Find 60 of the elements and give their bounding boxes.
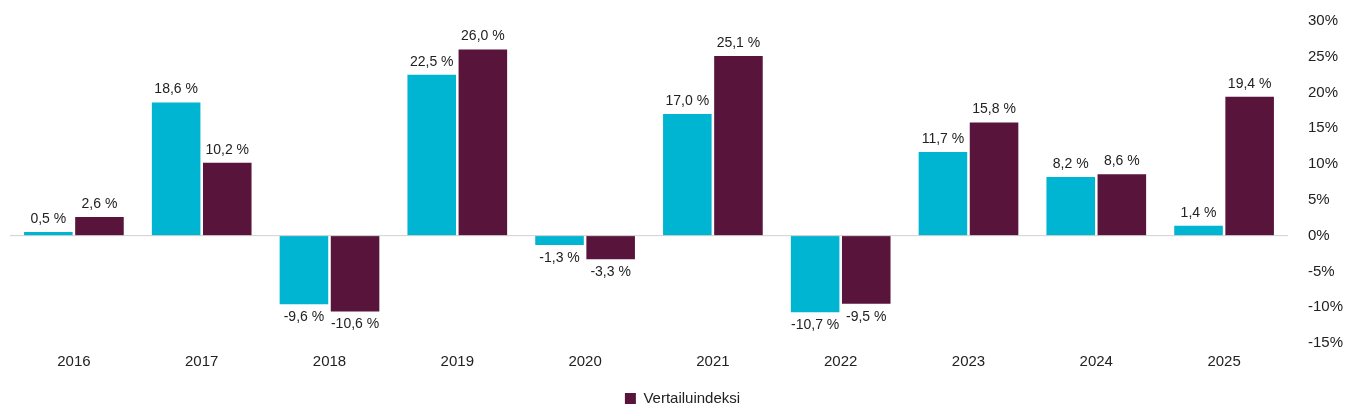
bar xyxy=(663,114,712,236)
data-label: 17,0 % xyxy=(665,91,710,108)
bar xyxy=(1174,225,1223,236)
bar xyxy=(202,162,252,236)
y-tick-label: 15% xyxy=(1307,118,1339,136)
bar xyxy=(714,56,763,236)
data-label: 18,6 % xyxy=(154,80,198,97)
bar xyxy=(969,122,1019,236)
bar xyxy=(586,235,635,260)
data-label: 1,4 % xyxy=(1180,203,1217,220)
y-tick-label: 20% xyxy=(1307,82,1339,100)
data-label: 25,1 % xyxy=(716,33,761,50)
x-tick-label: 2023 xyxy=(951,352,986,370)
data-label: 8,6 % xyxy=(1103,151,1140,168)
bar xyxy=(918,151,968,236)
y-tick-label: -10% xyxy=(1307,297,1344,315)
bar xyxy=(330,235,380,312)
y-tick-label: 10% xyxy=(1307,154,1339,172)
data-label: -9,5 % xyxy=(846,307,887,324)
x-tick-label: 2019 xyxy=(440,352,474,370)
y-tick-label: 5% xyxy=(1307,190,1330,208)
data-label: 22,5 % xyxy=(409,52,454,69)
data-label: 26,0 % xyxy=(461,27,505,44)
data-label: 15,8 % xyxy=(972,100,1016,117)
data-label: 0,5 % xyxy=(30,209,67,226)
y-tick-label: 0% xyxy=(1307,225,1330,243)
x-tick-label: 2017 xyxy=(185,352,219,370)
y-tick-label: 30% xyxy=(1307,11,1339,29)
bar xyxy=(279,235,329,305)
x-tick-label: 2022 xyxy=(824,352,858,370)
data-label: -10,7 % xyxy=(791,316,840,333)
x-tick-label: 2024 xyxy=(1079,352,1113,370)
bar xyxy=(458,49,508,236)
data-label: 10,2 % xyxy=(205,140,250,157)
bar xyxy=(1046,176,1096,236)
bar xyxy=(790,235,840,313)
data-label: -1,3 % xyxy=(539,248,580,265)
x-tick-label: 2025 xyxy=(1207,352,1241,370)
bar xyxy=(1225,96,1274,236)
bar xyxy=(1097,174,1147,236)
x-tick-label: 2021 xyxy=(696,352,730,370)
bar xyxy=(841,235,891,304)
data-label: -9,6 % xyxy=(283,308,325,325)
data-label: -10,6 % xyxy=(330,315,380,332)
data-label: 2,6 % xyxy=(81,194,118,211)
x-tick-label: 2016 xyxy=(57,352,91,370)
x-tick-label: 2018 xyxy=(312,352,347,370)
y-tick-label: -15% xyxy=(1307,333,1344,351)
bar xyxy=(151,102,201,236)
y-tick-label: -5% xyxy=(1307,261,1335,279)
data-label: 11,7 % xyxy=(921,129,965,146)
bar xyxy=(407,74,457,236)
data-label: 19,4 % xyxy=(1227,74,1272,91)
legend-label: Vertailuindeksi xyxy=(643,388,741,406)
y-tick-label: 25% xyxy=(1307,46,1339,64)
data-label: 8,2 % xyxy=(1052,154,1089,171)
data-label: -3,3 % xyxy=(590,263,631,280)
x-tick-label: 2020 xyxy=(568,352,602,370)
bar xyxy=(535,235,584,245)
bar xyxy=(75,217,124,236)
